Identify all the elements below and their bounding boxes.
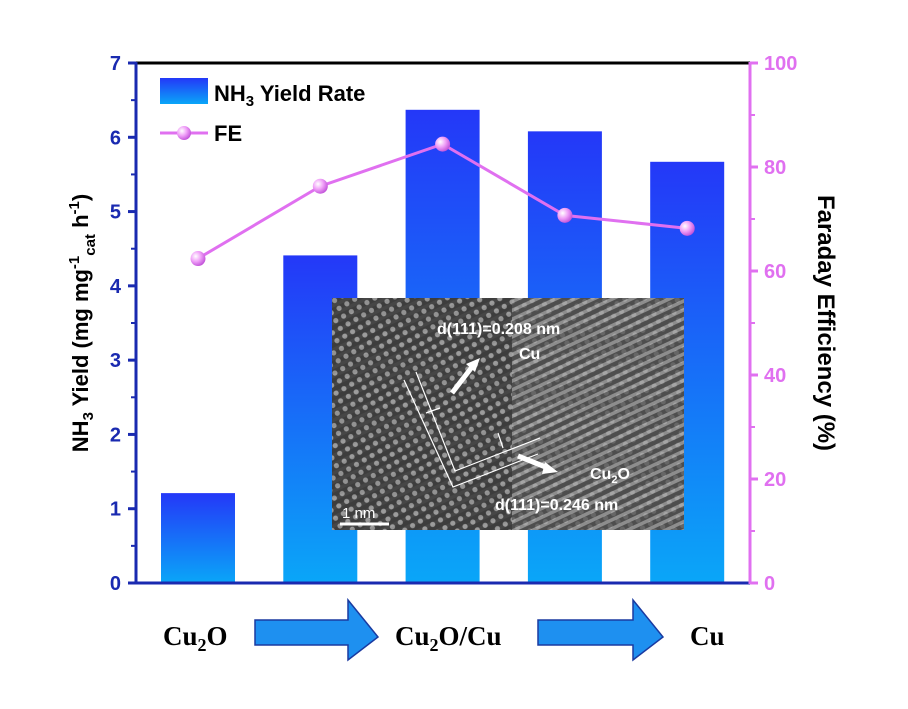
y-right-tick-label: 100 bbox=[764, 53, 797, 75]
y-left-tick-label: 5 bbox=[110, 202, 121, 224]
lattice-lines bbox=[403, 371, 541, 488]
y-left-tick-label: 7 bbox=[110, 53, 121, 75]
hrtem-inset: d(111)=0.208 nm Cu Cu2O d(111)=0.246 nm … bbox=[332, 298, 684, 530]
arrow-cu2o bbox=[517, 453, 549, 471]
fe-point bbox=[679, 220, 695, 236]
x-label-cu2o: Cu2O bbox=[163, 621, 228, 655]
x-sequence: Cu2O Cu2O/Cu Cu bbox=[163, 597, 725, 662]
y-left-tick-label: 2 bbox=[110, 424, 121, 446]
y-right-tick-label: 80 bbox=[764, 157, 786, 179]
y-right-tick-label: 0 bbox=[764, 573, 775, 595]
bar bbox=[161, 493, 235, 583]
legend-line-label: FE bbox=[214, 121, 242, 146]
x-label-cu: Cu bbox=[690, 621, 725, 651]
y-left-tick-label: 6 bbox=[110, 127, 121, 149]
y-left-tick-label: 4 bbox=[110, 276, 122, 298]
arrow-cu bbox=[450, 365, 474, 395]
inset-phase-top: Cu bbox=[519, 346, 540, 363]
fe-point bbox=[557, 207, 573, 223]
legend: NH3 Yield Rate FE bbox=[160, 78, 365, 146]
y-left-label: NH3 Yield (mg mg-1cat h-1) bbox=[66, 194, 99, 452]
legend-line-marker bbox=[177, 126, 191, 140]
inset-phase-bottom: Cu2O bbox=[590, 466, 630, 486]
x-label-cu2o-cu: Cu2O/Cu bbox=[395, 621, 502, 655]
inset-label-bottom: d(111)=0.246 nm bbox=[495, 497, 618, 514]
scale-bar-label: 1 nm bbox=[342, 505, 375, 522]
y-right-tick-label: 40 bbox=[764, 365, 786, 387]
fe-point bbox=[435, 136, 451, 152]
arrow-right-icon bbox=[254, 597, 380, 662]
y-right-tick-label: 20 bbox=[764, 469, 786, 491]
y-right-label: Faraday Efficiency (%) bbox=[812, 195, 839, 451]
legend-bar-swatch bbox=[160, 78, 208, 104]
arrow-right-icon bbox=[537, 597, 665, 662]
fe-point bbox=[312, 178, 328, 194]
inset-label-top: d(111)=0.208 nm bbox=[437, 321, 560, 338]
y-right-tick-label: 60 bbox=[764, 261, 786, 283]
y-left-tick-label: 3 bbox=[110, 350, 121, 372]
legend-bar-label: NH3 Yield Rate bbox=[214, 81, 365, 110]
y-left-tick-label: 0 bbox=[110, 573, 121, 595]
y-left-tick-label: 1 bbox=[110, 499, 121, 521]
fe-point bbox=[190, 251, 206, 267]
